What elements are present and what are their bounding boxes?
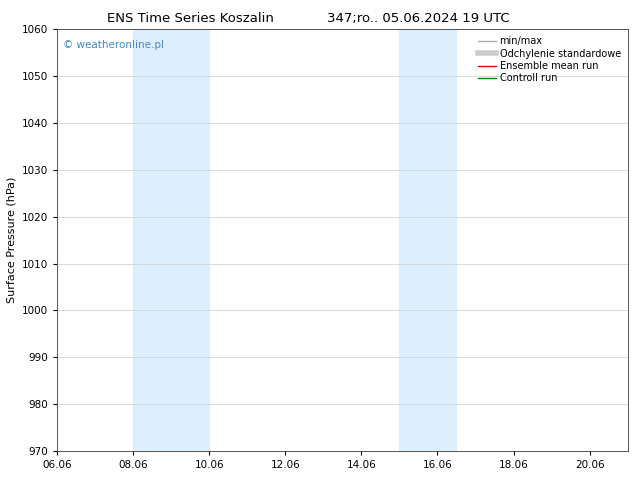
Text: © weatheronline.pl: © weatheronline.pl	[63, 40, 164, 50]
Text: 347;ro.. 05.06.2024 19 UTC: 347;ro.. 05.06.2024 19 UTC	[327, 12, 510, 25]
Bar	[399, 29, 456, 451]
Legend: min/max, Odchylenie standardowe, Ensemble mean run, Controll run: min/max, Odchylenie standardowe, Ensembl…	[476, 34, 623, 85]
Y-axis label: Surface Pressure (hPa): Surface Pressure (hPa)	[6, 177, 16, 303]
Text: ENS Time Series Koszalin: ENS Time Series Koszalin	[107, 12, 274, 25]
Bar	[133, 29, 209, 451]
